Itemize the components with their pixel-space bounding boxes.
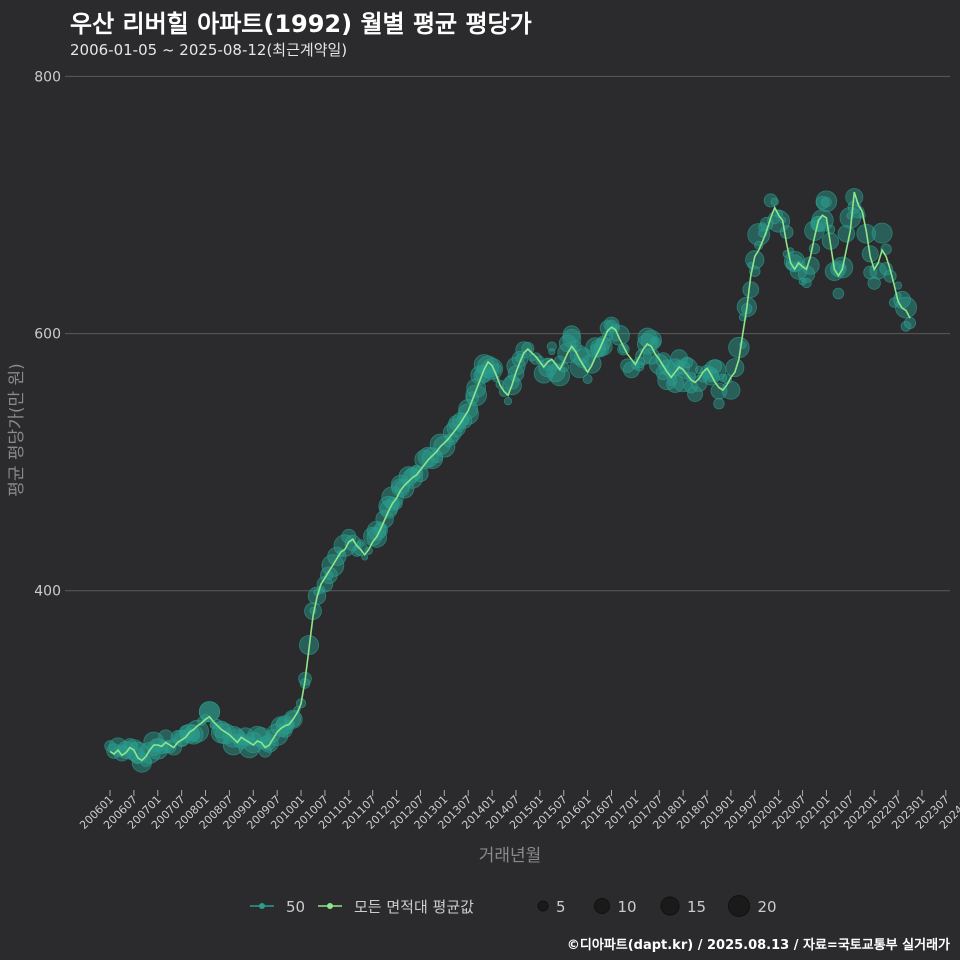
trade-bubble <box>815 190 838 213</box>
trade-bubble <box>721 380 741 400</box>
trade-bubble <box>465 384 487 406</box>
legend: 50 모든 면적대 평균값 5 10 15 20 <box>250 895 777 917</box>
y-tick-label: 600 <box>34 327 61 343</box>
legend-size-label: 15 <box>687 898 706 916</box>
legend-size-label: 10 <box>618 898 637 916</box>
legend-size-label: 5 <box>556 898 566 916</box>
trade-bubble <box>549 365 571 387</box>
trade-bubble <box>511 350 529 368</box>
trade-bubble <box>867 276 881 290</box>
legend-size-label: 20 <box>758 898 777 916</box>
trade-bubble <box>801 256 820 275</box>
trade-bubble <box>421 447 444 469</box>
trade-bubble <box>725 358 745 378</box>
legend-key-dot <box>259 903 265 909</box>
legend-size-key <box>660 896 680 916</box>
chart-subtitle: 2006-01-05 ~ 2025-08-12(최근계약일) <box>70 41 348 59</box>
trade-bubble <box>356 539 365 548</box>
trade-bubble <box>779 225 794 239</box>
trade-bubble <box>414 449 435 470</box>
trade-bubble <box>603 316 620 333</box>
chart-title: 우산 리버힐 아파트(1992) 월별 평균 평당가 <box>70 10 532 38</box>
trade-bubble <box>770 197 779 206</box>
trade-bubble <box>801 277 812 289</box>
trade-bubble <box>651 337 659 346</box>
trade-bubble <box>503 396 513 406</box>
trade-bubble <box>900 320 912 332</box>
trade-bubble <box>742 281 760 298</box>
trade-bubble <box>871 222 893 244</box>
trade-bubble <box>363 526 383 547</box>
trade-bubble <box>344 534 362 552</box>
trade-bubble <box>474 364 494 383</box>
trade-bubble <box>903 316 917 329</box>
trade-bubble <box>504 374 520 390</box>
trade-bubble <box>895 296 917 319</box>
gridlines <box>65 75 950 592</box>
trade-bubble <box>429 450 443 464</box>
x-axis: 2006012006072007012007072008012008072009… <box>77 790 960 832</box>
y-tick-label: 800 <box>34 69 61 85</box>
trade-bubble <box>832 287 845 300</box>
trade-bubble <box>582 374 593 385</box>
trade-bubble <box>667 378 675 386</box>
legend-size-key <box>728 895 750 917</box>
trade-bubble <box>713 397 725 410</box>
y-axis: 400 600 800 <box>34 69 61 599</box>
trade-bubble <box>562 325 581 344</box>
legend-label: 모든 면적대 평균값 <box>354 898 474 916</box>
legend-size-key <box>537 900 549 912</box>
average-line <box>109 191 911 762</box>
trade-bubble <box>412 465 429 482</box>
trade-bubble <box>198 701 221 723</box>
trade-bubble <box>666 374 685 393</box>
trade-bubble <box>390 474 411 495</box>
legend-size-key <box>594 898 610 914</box>
x-axis-label: 거래년월 <box>479 846 542 866</box>
average-line-series <box>109 191 911 762</box>
y-tick-label: 400 <box>34 584 61 600</box>
trade-bubble <box>620 358 635 373</box>
trade-bubble <box>797 265 816 283</box>
y-axis-label: 평균 평당가(만 원) <box>7 363 27 497</box>
trade-bubble <box>681 356 693 369</box>
trade-bubble <box>548 348 556 356</box>
trade-bubble <box>642 347 660 365</box>
trade-bubble <box>687 386 704 403</box>
trade-bubble <box>821 196 832 208</box>
trade-bubble <box>515 341 533 359</box>
source-caption: ©디아파트(dapt.kr) / 2025.08.13 / 자료=국토교통부 실… <box>566 938 950 953</box>
legend-label: 50 <box>286 898 305 916</box>
bubble-series <box>104 188 917 773</box>
legend-key-dot <box>327 903 333 909</box>
trade-bubble <box>546 341 557 352</box>
